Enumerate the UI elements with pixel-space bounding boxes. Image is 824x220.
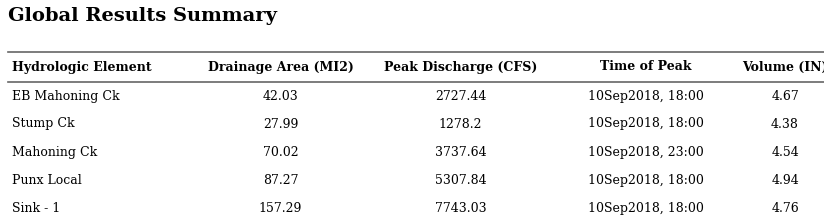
Text: EB Mahoning Ck: EB Mahoning Ck — [12, 90, 119, 103]
Text: 157.29: 157.29 — [259, 202, 302, 214]
Text: Mahoning Ck: Mahoning Ck — [12, 145, 97, 158]
Text: Stump Ck: Stump Ck — [12, 117, 75, 130]
Text: 7743.03: 7743.03 — [435, 202, 486, 214]
Text: 10Sep2018, 18:00: 10Sep2018, 18:00 — [588, 117, 704, 130]
Text: 2727.44: 2727.44 — [435, 90, 486, 103]
Text: 10Sep2018, 18:00: 10Sep2018, 18:00 — [588, 174, 704, 187]
Text: 5307.84: 5307.84 — [435, 174, 486, 187]
Text: 4.38: 4.38 — [771, 117, 799, 130]
Text: Volume (IN): Volume (IN) — [742, 61, 824, 73]
Text: 10Sep2018, 23:00: 10Sep2018, 23:00 — [588, 145, 704, 158]
Text: 4.54: 4.54 — [771, 145, 799, 158]
Text: Drainage Area (MI2): Drainage Area (MI2) — [208, 61, 353, 73]
Text: 42.03: 42.03 — [263, 90, 298, 103]
Text: 87.27: 87.27 — [263, 174, 298, 187]
Text: 3737.64: 3737.64 — [435, 145, 486, 158]
Text: 70.02: 70.02 — [263, 145, 298, 158]
Text: Peak Discharge (CFS): Peak Discharge (CFS) — [384, 61, 537, 73]
Text: 27.99: 27.99 — [263, 117, 298, 130]
Text: 4.67: 4.67 — [771, 90, 799, 103]
Text: 1278.2: 1278.2 — [438, 117, 482, 130]
Text: Global Results Summary: Global Results Summary — [8, 7, 277, 25]
Text: Punx Local: Punx Local — [12, 174, 82, 187]
Text: 10Sep2018, 18:00: 10Sep2018, 18:00 — [588, 202, 704, 214]
Text: Hydrologic Element: Hydrologic Element — [12, 61, 152, 73]
Text: 4.94: 4.94 — [771, 174, 799, 187]
Text: Time of Peak: Time of Peak — [600, 61, 691, 73]
Text: 4.76: 4.76 — [771, 202, 799, 214]
Text: Sink - 1: Sink - 1 — [12, 202, 60, 214]
Text: 10Sep2018, 18:00: 10Sep2018, 18:00 — [588, 90, 704, 103]
